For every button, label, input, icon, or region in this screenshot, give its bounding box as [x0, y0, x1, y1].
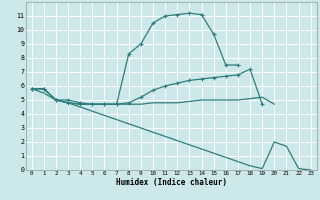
X-axis label: Humidex (Indice chaleur): Humidex (Indice chaleur): [116, 178, 227, 187]
